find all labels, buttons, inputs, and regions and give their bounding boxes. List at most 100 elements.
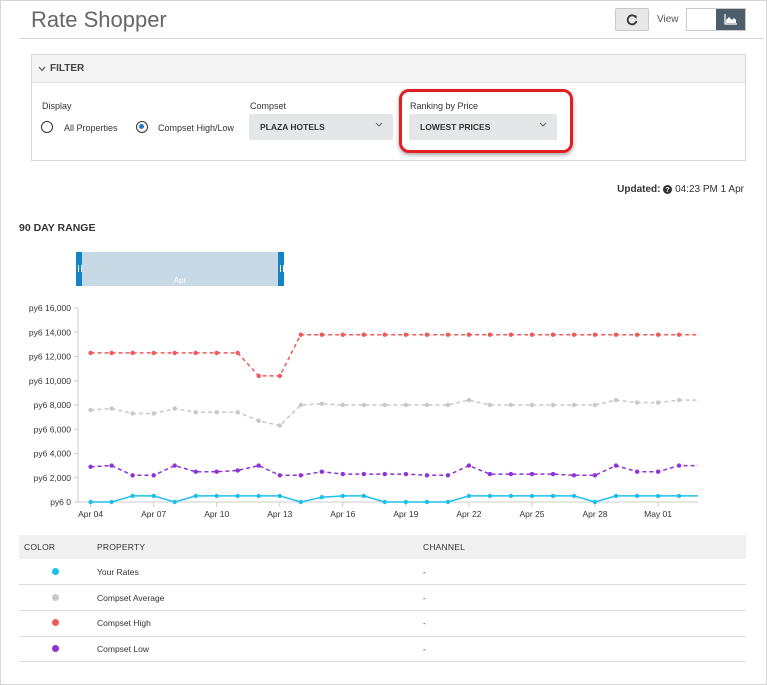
data-point-compset-high: [613, 332, 619, 337]
y-tick-label: py6 10,000: [29, 376, 71, 386]
data-point-compset-low: [508, 471, 514, 477]
data-point-compset-low: [109, 463, 114, 468]
data-point-your-rates: [193, 493, 198, 499]
data-point-compset-average: [214, 410, 219, 415]
data-point-compset-average: [424, 402, 430, 408]
chevron-down-icon: [539, 122, 547, 127]
table-row: Compset Average -: [19, 584, 746, 611]
view-label: View: [657, 14, 679, 25]
series-line-your-rates: [90, 495, 698, 503]
rate-line-chart: py6 16,000 py6 14,000 py6 12,000 py6 10,000…: [29, 303, 698, 519]
x-tick-label: Apr 25: [519, 509, 544, 519]
compset-select[interactable]: PLAZA HOTELS: [249, 114, 393, 140]
data-point-compset-low: [235, 468, 240, 473]
legend-table: COLOR PROPERTY CHANNEL Your Rates - Compse…: [19, 535, 746, 663]
data-point-compset-high: [550, 332, 556, 337]
data-point-compset-low: [613, 463, 619, 468]
data-point-compset-low: [319, 469, 324, 474]
y-tick-label: py6 8,000: [34, 400, 72, 410]
filter-header[interactable]: FILTER: [32, 55, 745, 83]
data-point-compset-high: [403, 332, 409, 337]
channel-cell: -: [418, 559, 746, 586]
data-point-compset-average: [319, 401, 324, 406]
data-point-compset-high: [298, 332, 303, 337]
data-point-compset-low: [151, 473, 156, 478]
data-point-compset-low: [214, 469, 219, 474]
color-swatch: [52, 567, 59, 575]
data-point-compset-average: [109, 406, 114, 411]
data-point-compset-high: [109, 350, 114, 356]
data-point-compset-low: [445, 473, 451, 478]
navigator-left-handle[interactable]: [76, 252, 82, 286]
data-point-compset-average: [193, 410, 198, 415]
property-cell: Your Rates: [92, 559, 418, 586]
data-point-compset-average: [550, 402, 556, 408]
color-cell: [19, 636, 92, 663]
data-point-your-rates: [319, 495, 324, 500]
refresh-button[interactable]: [615, 8, 649, 31]
data-point-your-rates: [550, 493, 556, 499]
ranking-select[interactable]: LOWEST PRICES: [409, 114, 557, 140]
data-point-compset-average: [298, 402, 303, 408]
color-swatch: [52, 619, 59, 627]
y-tick-label: py6 0: [50, 497, 71, 507]
data-point-compset-high: [319, 332, 324, 337]
chart-view-button[interactable]: [716, 9, 745, 30]
data-point-compset-high: [193, 350, 198, 356]
channel-cell: -: [418, 584, 746, 611]
data-point-compset-low: [277, 473, 282, 478]
question-circle-icon: ?: [663, 185, 673, 194]
legend-header-row: COLOR PROPERTY CHANNEL: [19, 535, 746, 559]
data-point-compset-low: [529, 471, 535, 477]
navigator-month-label: Apr: [173, 276, 187, 285]
compset-label: Compset: [250, 101, 287, 111]
data-point-compset-high: [508, 332, 514, 337]
data-point-your-rates: [571, 493, 577, 499]
data-point-compset-average: [382, 402, 387, 408]
data-point-compset-average: [571, 402, 577, 408]
data-point-compset-high: [361, 332, 366, 337]
display-label: Display: [42, 101, 72, 111]
range-navigator[interactable]: Apr: [76, 252, 284, 286]
data-point-compset-low: [571, 473, 577, 478]
data-point-compset-high: [88, 350, 93, 356]
data-point-compset-high: [655, 332, 661, 337]
table-row: Your Rates -: [19, 559, 746, 586]
data-point-compset-low: [550, 471, 556, 477]
data-point-your-rates: [256, 493, 261, 499]
navigator-right-handle[interactable]: [278, 252, 284, 286]
data-point-compset-high: [424, 332, 430, 337]
area-chart-icon: [723, 14, 737, 25]
data-point-compset-average: [529, 402, 535, 408]
radio-compset-high-low[interactable]: [136, 121, 148, 133]
data-point-compset-high: [466, 332, 472, 337]
data-point-compset-average: [151, 411, 156, 416]
updated-time: 04:23 PM 1 Apr: [675, 184, 744, 195]
color-swatch: [52, 644, 59, 652]
table-view-button[interactable]: [687, 9, 716, 30]
x-tick-label: Apr 22: [456, 509, 481, 519]
table-row: Compset Low -: [19, 636, 746, 663]
data-point-compset-low: [403, 471, 409, 477]
data-point-compset-low: [130, 473, 135, 478]
data-point-compset-average: [676, 397, 682, 403]
view-toggle[interactable]: [686, 8, 746, 31]
data-point-compset-high: [340, 332, 345, 337]
data-point-compset-average: [277, 423, 282, 428]
data-point-your-rates: [634, 493, 640, 499]
data-point-compset-average: [613, 397, 619, 403]
data-point-compset-average: [592, 402, 598, 408]
updated-label: Updated:: [617, 184, 661, 195]
data-point-compset-average: [340, 402, 345, 408]
data-point-compset-low: [298, 473, 303, 478]
series-line-compset-high: [90, 333, 698, 377]
data-point-compset-high: [172, 350, 177, 356]
radio-all-properties[interactable]: [41, 121, 53, 133]
x-tick-label: Apr 07: [141, 509, 166, 519]
data-point-your-rates: [676, 493, 682, 499]
data-point-your-rates: [529, 493, 535, 499]
filter-title: FILTER: [50, 63, 85, 74]
color-cell: [19, 610, 92, 637]
x-tick-label: Apr 13: [267, 509, 292, 519]
data-point-compset-high: [445, 332, 451, 337]
